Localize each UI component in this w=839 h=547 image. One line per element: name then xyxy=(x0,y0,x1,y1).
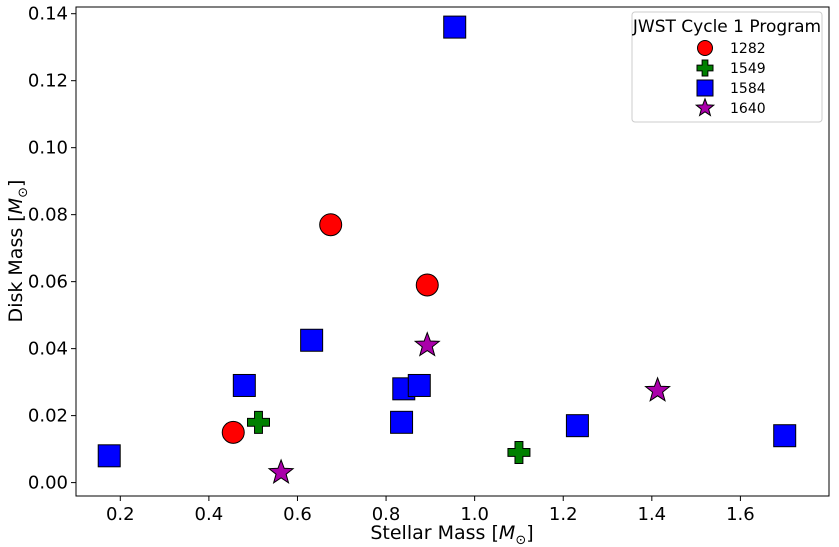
legend-box xyxy=(631,11,823,123)
point-circle-1282 xyxy=(319,213,343,237)
point-circle-1282 xyxy=(221,420,245,444)
point-star-1640 xyxy=(644,376,671,402)
legend: JWST Cycle 1 Program 1282 1549 1584 1640 xyxy=(631,11,823,123)
point-star-1640 xyxy=(267,458,295,484)
x-axis-ticks: 0.2 0.4 0.6 0.8 1.0 1.2 1.4 1.6 xyxy=(106,496,755,525)
y-tick-label: 0.02 xyxy=(28,406,68,427)
data-points xyxy=(97,15,797,484)
point-square-1584 xyxy=(232,373,256,397)
y-tick-label: 0.00 xyxy=(28,473,68,494)
y-tick-label: 0.08 xyxy=(28,205,68,226)
legend-marker-1640 xyxy=(694,97,716,117)
x-tick-label: 0.2 xyxy=(106,504,135,525)
point-square-1584 xyxy=(773,424,797,448)
legend-title: JWST Cycle 1 Program xyxy=(632,17,821,37)
legend-label: 1282 xyxy=(730,41,766,57)
legend-marker-1282 xyxy=(697,40,713,56)
point-plus-1549 xyxy=(507,440,531,464)
x-tick-label: 0.6 xyxy=(283,504,312,525)
y-tick-label: 0.06 xyxy=(28,272,68,293)
legend-marker-1584 xyxy=(696,79,714,97)
x-tick-label: 1.6 xyxy=(726,504,755,525)
x-tick-label: 1.4 xyxy=(638,504,667,525)
y-tick-label: 0.04 xyxy=(28,339,68,360)
point-square-1584 xyxy=(443,15,467,39)
y-axis-ticks: 0.00 0.02 0.04 0.06 0.08 0.10 0.12 0.14 xyxy=(28,4,76,494)
legend-label: 1640 xyxy=(730,101,766,117)
legend-entries: 1282 1549 1584 1640 xyxy=(694,40,766,117)
legend-label: 1584 xyxy=(730,81,766,97)
y-tick-label: 0.12 xyxy=(28,71,68,92)
y-tick-label: 0.10 xyxy=(28,138,68,159)
point-square-1584 xyxy=(407,373,431,397)
y-tick-label: 0.14 xyxy=(28,4,68,25)
x-tick-label: 1.2 xyxy=(549,504,578,525)
point-square-1584 xyxy=(300,328,324,352)
legend-marker-1549 xyxy=(696,59,714,77)
x-tick-label: 1.0 xyxy=(460,504,489,525)
point-square-1584 xyxy=(565,414,589,438)
point-plus-1549 xyxy=(246,410,270,434)
point-square-1584 xyxy=(390,410,414,434)
point-star-1640 xyxy=(413,331,441,357)
point-square-1584 xyxy=(97,444,121,468)
x-tick-label: 0.4 xyxy=(195,504,224,525)
point-circle-1282 xyxy=(415,273,439,297)
y-axis-label: Disk Mass [M⊙] xyxy=(5,180,31,323)
x-tick-label: 0.8 xyxy=(372,504,401,525)
legend-label: 1549 xyxy=(730,61,766,77)
x-axis-label: Stellar Mass [M⊙] xyxy=(370,522,533,547)
